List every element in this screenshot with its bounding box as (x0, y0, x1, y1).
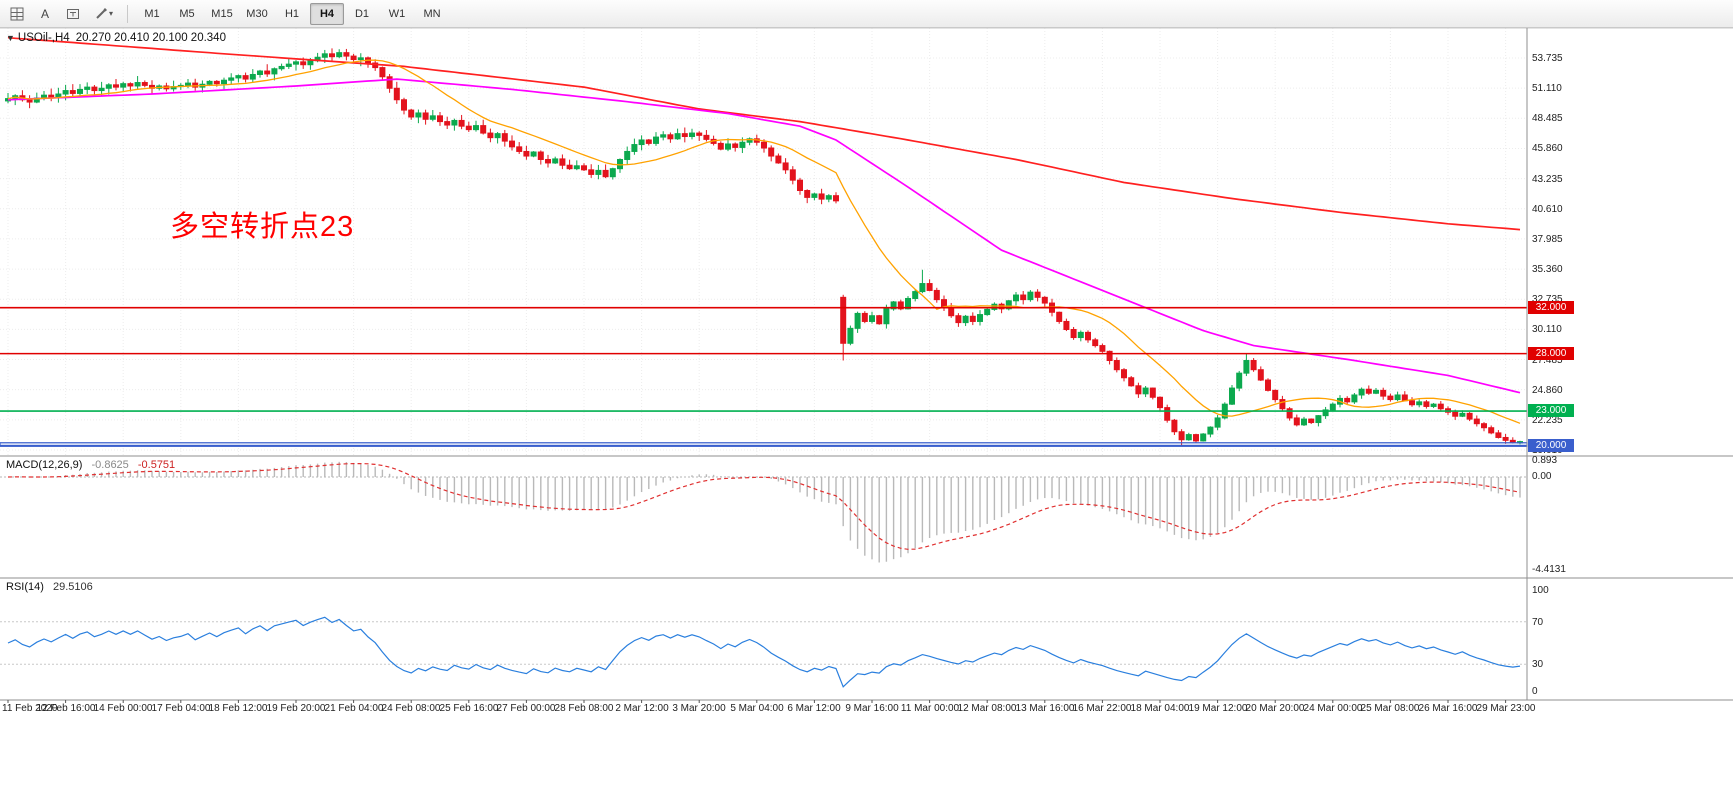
horizontal-line-20.000[interactable] (0, 442, 1528, 447)
fast-ma-line (7, 59, 1521, 424)
price-line-box-23.000: 23.000 (1528, 404, 1574, 417)
timeframe-button-m5[interactable]: M5 (179, 7, 195, 20)
macd-signal-line (7, 463, 1521, 550)
timeframe-button-mn[interactable]: MN (423, 7, 441, 20)
candlesticks (5, 48, 1523, 447)
time-axis-label: 19 Feb 20:00 (266, 703, 326, 714)
time-axis-label: 12 Feb 16:00 (36, 703, 96, 714)
macd-main-value: -0.8625 (91, 459, 129, 471)
macd-axis-label: -4.4131 (1532, 564, 1566, 575)
collapse-arrow-icon: ▼ (6, 33, 15, 43)
rsi-axis-label: 70 (1532, 617, 1544, 628)
gridlines (0, 28, 1527, 456)
price-axis-label: 53.735 (1532, 53, 1563, 64)
timeframe-button-m30[interactable]: M30 (246, 7, 268, 20)
macd-axis-label: 0.893 (1532, 455, 1558, 466)
time-axis-label: 13 Mar 16:00 (1015, 703, 1075, 714)
rsi-value: 29.5106 (52, 581, 93, 593)
price-line-box-32.000: 32.000 (1528, 301, 1574, 314)
time-axis-label: 9 Mar 16:00 (845, 703, 899, 714)
chart-title: ▼ USOil-,H4 20.270 20.410 20.100 20.340 (6, 32, 226, 44)
macd-histogram (14, 461, 1521, 563)
text-tool-button[interactable]: A (32, 2, 58, 25)
rsi-axis-label: 30 (1532, 659, 1544, 670)
price-axis-label: 51.110 (1532, 83, 1562, 94)
macd-label: MACD(12,26,9) (6, 459, 83, 471)
time-axis-label: 28 Feb 08:00 (554, 703, 614, 714)
price-line-box-28.000: 28.000 (1528, 347, 1574, 360)
time-axis-label: 12 Mar 08:00 (957, 703, 1017, 714)
timeframe-button-h1[interactable]: H1 (284, 7, 300, 20)
timeframe-button-h4[interactable]: H4 (310, 2, 344, 25)
grid-icon (10, 7, 24, 20)
symbol-period: USOil-,H4 (17, 32, 70, 44)
timeframe-button-m15[interactable]: M15 (211, 7, 233, 20)
time-axis-label: 29 Mar 23:00 (1476, 703, 1536, 714)
time-axis-label: 26 Mar 16:00 (1418, 703, 1478, 714)
price-axis-label: 32.735 (1532, 294, 1563, 305)
timeframe-bar: M1 M5 M15 M30 H1 H4 D1 W1 MN (135, 2, 449, 25)
time-axis-label: 19 Mar 12:00 (1188, 703, 1248, 714)
grid-tool-button[interactable] (4, 2, 30, 25)
price-axis-label: 43.235 (1532, 174, 1563, 185)
price-axis-label: 27.485 (1532, 355, 1563, 366)
shapes-dropdown-button[interactable]: ▾ (88, 2, 120, 25)
price-axis-label: 48.485 (1532, 113, 1563, 124)
time-axis-label: 16 Mar 22:00 (1072, 703, 1132, 714)
rsi-axis-label: 100 (1532, 585, 1549, 596)
time-axis-label: 14 Feb 00:00 (93, 703, 153, 714)
price-line-box-20.000: 20.000 (1528, 439, 1574, 452)
pencil-icon (96, 8, 107, 19)
toolbar-separator (127, 4, 128, 23)
rsi-header: RSI(14) 29.5106 (6, 581, 93, 593)
time-axis-label: 24 Mar 00:00 (1303, 703, 1363, 714)
medium-ma-line (7, 78, 1521, 394)
price-axis-label: 30.110 (1532, 324, 1562, 335)
macd-axis-label: 0.00 (1532, 471, 1552, 482)
ohlc-values: 20.270 20.410 20.100 20.340 (75, 32, 226, 44)
timeframe-button-d1[interactable]: D1 (354, 7, 370, 20)
price-axis-label: 35.360 (1532, 264, 1563, 275)
text-tool-label: A (40, 6, 49, 21)
time-axis-label: 20 Mar 20:00 (1245, 703, 1305, 714)
rsi-axis-label: 0 (1532, 686, 1538, 697)
price-axis-label: 22.235 (1532, 415, 1563, 426)
price-axis-label: 37.985 (1532, 234, 1563, 245)
label-tool-button[interactable] (60, 2, 86, 25)
price-axis-label: 40.610 (1532, 204, 1563, 215)
time-axis-label: 18 Mar 04:00 (1130, 703, 1190, 714)
chevron-down-icon: ▾ (108, 9, 113, 18)
time-axis-label: 25 Mar 08:00 (1360, 703, 1420, 714)
time-axis-label: 2 Mar 12:00 (615, 703, 669, 714)
label-icon (67, 8, 79, 19)
rsi-label: RSI(14) (6, 581, 44, 593)
time-axis-label: 5 Mar 04:00 (730, 703, 784, 714)
slow-ma-line (7, 36, 1521, 231)
time-axis-label: 24 Feb 08:00 (381, 703, 441, 714)
time-axis-label: 6 Mar 12:00 (787, 703, 841, 714)
price-axis-label: 45.860 (1532, 143, 1563, 154)
time-axis-label: 3 Mar 20:00 (672, 703, 726, 714)
time-axis-label: 11 Mar 00:00 (900, 703, 960, 714)
time-axis-label: 17 Feb 04:00 (151, 703, 211, 714)
time-axis-label: 21 Feb 04:00 (324, 703, 384, 714)
time-axis-label: 18 Feb 12:00 (208, 703, 268, 714)
timeframe-button-w1[interactable]: W1 (388, 7, 406, 20)
chart-annotation-text[interactable]: 多空转折点23 (170, 211, 355, 243)
rsi-line (7, 616, 1521, 688)
price-axis-label: 24.860 (1532, 385, 1563, 396)
time-axis-label: 11 Feb 2020 (2, 703, 58, 714)
macd-signal-value: -0.5751 (137, 459, 176, 471)
time-axis-label: 27 Feb 00:00 (496, 703, 556, 714)
macd-header: MACD(12,26,9) -0.8625 -0.5751 (6, 459, 175, 471)
timeframe-button-m1[interactable]: M1 (144, 7, 160, 20)
time-axis-label: 25 Feb 16:00 (439, 703, 499, 714)
